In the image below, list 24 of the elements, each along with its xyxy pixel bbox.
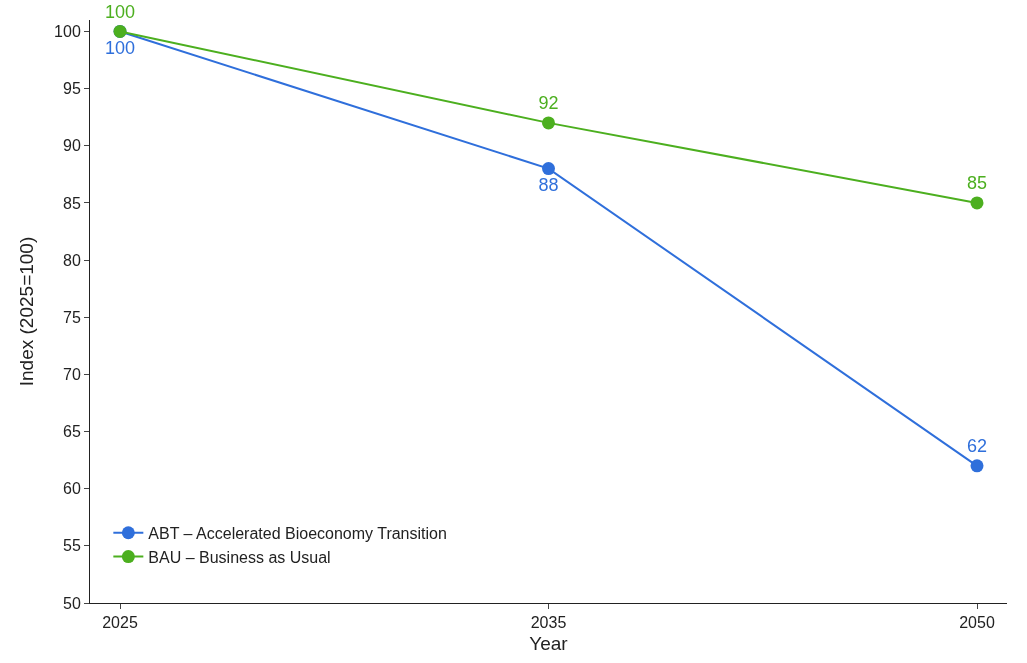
y-tick-label: 80 <box>63 251 81 269</box>
y-tick-label: 55 <box>63 537 81 555</box>
y-tick-label: 95 <box>63 80 81 98</box>
y-axis-title: Index (2025=100) <box>15 236 37 387</box>
y-tick-label: 70 <box>63 365 81 383</box>
y-tick-label: 50 <box>63 594 81 612</box>
data-label: 100 <box>104 1 136 22</box>
data-label: 62 <box>966 436 988 457</box>
y-tick-label: 75 <box>63 308 81 326</box>
y-tick-label: 85 <box>63 194 81 212</box>
x-tick-label: 2025 <box>102 614 138 632</box>
data-label: 85 <box>966 173 988 194</box>
data-label: 88 <box>538 175 559 196</box>
y-tick-label: 100 <box>54 23 81 41</box>
legend-label: ABT – Accelerated Bioeconomy Transition <box>148 524 447 542</box>
legend-label: BAU – Business as Usual <box>148 548 331 566</box>
y-tick-label: 90 <box>63 137 81 155</box>
y-tick-label: 65 <box>63 423 81 441</box>
y-tick-label: 60 <box>63 480 81 498</box>
x-tick-label: 2050 <box>959 614 995 632</box>
data-label: 100 <box>104 38 136 59</box>
x-tick-label: 2035 <box>530 614 567 632</box>
x-axis-title: Year <box>529 633 569 654</box>
data-label: 92 <box>538 93 559 114</box>
